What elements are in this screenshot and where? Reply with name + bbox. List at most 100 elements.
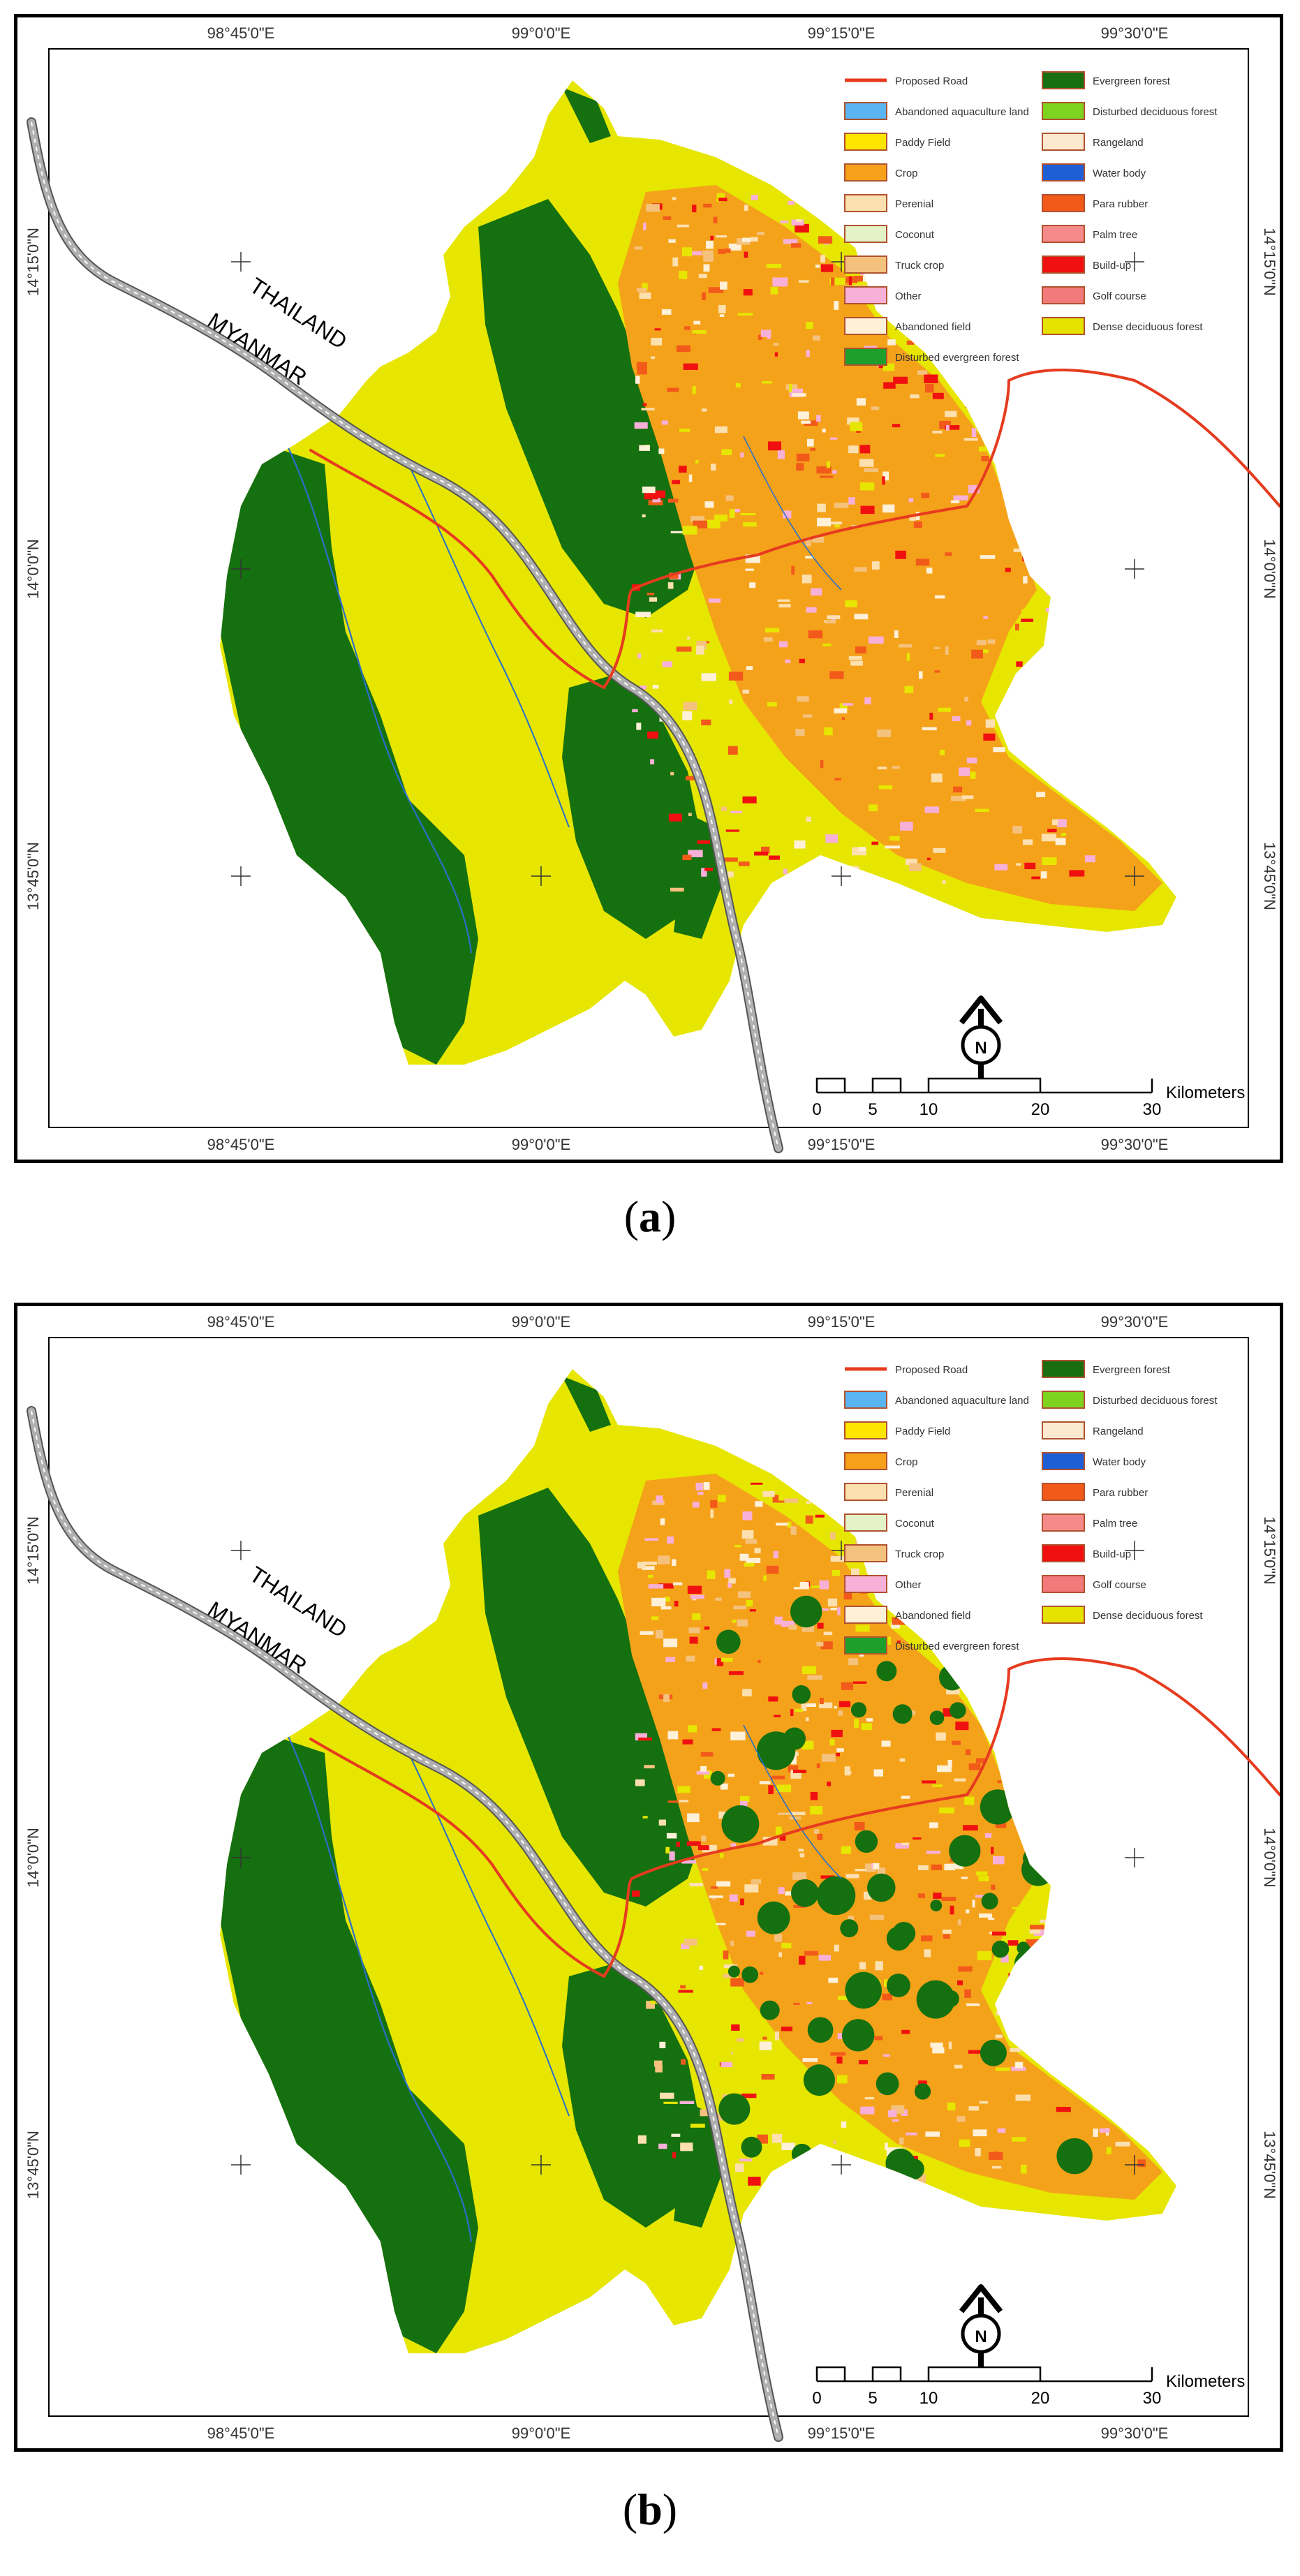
land-patch — [822, 643, 832, 646]
land-patch — [693, 320, 701, 325]
land-patch — [805, 537, 811, 547]
land-patch — [896, 1641, 901, 1643]
land-patch — [953, 495, 968, 501]
land-patch — [687, 1813, 700, 1823]
land-patch — [792, 1770, 806, 1773]
land-patch — [1106, 2147, 1111, 2154]
land-patch — [938, 707, 951, 712]
legend-label: Abandoned aquaculture land — [895, 1395, 1029, 1407]
land-patch — [864, 1891, 872, 1900]
land-patch — [762, 2036, 767, 2040]
land-patch — [714, 2113, 726, 2121]
land-patch — [820, 1698, 824, 1705]
land-patch — [672, 2152, 677, 2159]
land-patch — [847, 1531, 852, 1539]
land-patch — [795, 223, 809, 233]
land-patch — [829, 437, 838, 440]
land-patch — [692, 385, 696, 394]
land-patch — [653, 2060, 663, 2067]
land-patch — [703, 1482, 710, 1490]
land-patch — [745, 1539, 757, 1544]
land-patch — [1005, 568, 1011, 572]
land-patch — [696, 1770, 710, 1775]
legend-label: Abandoned field — [895, 1610, 970, 1622]
land-patch — [954, 1778, 966, 1782]
land-patch — [1061, 833, 1066, 836]
land-patch — [842, 703, 853, 706]
land-patch — [996, 2067, 1010, 2071]
land-patch — [667, 1731, 679, 1740]
legend-swatch — [1042, 133, 1085, 151]
land-patch — [773, 343, 779, 346]
land-patch — [841, 2121, 847, 2128]
land-patch — [979, 2101, 989, 2104]
land-patch — [740, 1796, 750, 1803]
land-patch — [810, 1791, 818, 1800]
land-patch — [783, 510, 792, 519]
land-patch — [642, 514, 646, 518]
land-patch — [698, 1845, 709, 1851]
land-patch — [781, 1503, 788, 1512]
evergreen-forest-patch — [930, 1900, 943, 1911]
land-patch — [781, 2027, 792, 2031]
land-patch — [926, 857, 931, 861]
land-patch — [682, 854, 692, 861]
land-patch — [707, 1570, 716, 1579]
land-patch — [873, 1769, 883, 1777]
land-patch — [885, 1636, 892, 1645]
land-patch — [714, 1658, 719, 1665]
land-patch — [956, 2116, 966, 2122]
graticule-cross — [1125, 866, 1144, 886]
land-patch — [806, 322, 813, 330]
land-patch — [737, 1619, 748, 1627]
land-patch — [943, 1930, 952, 1934]
land-patch — [899, 1758, 906, 1762]
legend-swatch — [1042, 1575, 1085, 1593]
crop-area — [618, 185, 1162, 911]
legend-label: Golf course — [1093, 290, 1146, 302]
land-patch — [637, 1562, 646, 1569]
land-patch — [672, 197, 677, 200]
land-patch — [874, 2036, 883, 2041]
land-patch — [676, 646, 692, 652]
land-patch — [854, 614, 869, 620]
land-patch — [692, 251, 702, 256]
graticule-cross — [1125, 559, 1144, 579]
land-patch — [804, 420, 818, 426]
land-patch — [799, 1853, 805, 1858]
land-patch — [1045, 607, 1051, 612]
land-patch — [769, 855, 780, 860]
land-patch — [917, 1865, 929, 1870]
land-patch — [991, 2166, 1002, 2169]
land-patch — [792, 1872, 807, 1880]
land-patch — [665, 1657, 676, 1662]
land-patch — [892, 2119, 899, 2122]
land-patch — [727, 746, 738, 755]
land-patch — [657, 1977, 672, 1981]
land-patch — [730, 810, 742, 814]
evergreen-forest-patch — [850, 1702, 867, 1718]
land-patch — [721, 2061, 732, 2068]
land-patch — [1007, 1949, 1011, 1955]
land-patch — [783, 868, 788, 875]
land-patch — [655, 1629, 663, 1638]
land-patch — [650, 759, 655, 764]
land-patch — [878, 785, 893, 790]
land-patch — [945, 410, 957, 417]
north-arrow-circle — [961, 2314, 1001, 2354]
land-patch — [830, 1608, 837, 1611]
land-patch — [926, 568, 933, 574]
land-patch — [931, 1864, 942, 1870]
land-patch — [1021, 609, 1028, 614]
land-patch — [869, 804, 878, 812]
legend-swatch — [844, 194, 887, 212]
land-patch — [746, 1557, 761, 1563]
land-patch — [837, 2075, 848, 2084]
land-patch — [869, 1914, 885, 1920]
bottom-longitude-label: 98°45'0"E — [207, 1136, 275, 1153]
land-patch — [680, 2142, 693, 2152]
land-patch — [709, 1895, 723, 1898]
land-patch — [848, 445, 859, 454]
land-patch — [658, 2143, 667, 2149]
land-patch — [983, 733, 996, 741]
